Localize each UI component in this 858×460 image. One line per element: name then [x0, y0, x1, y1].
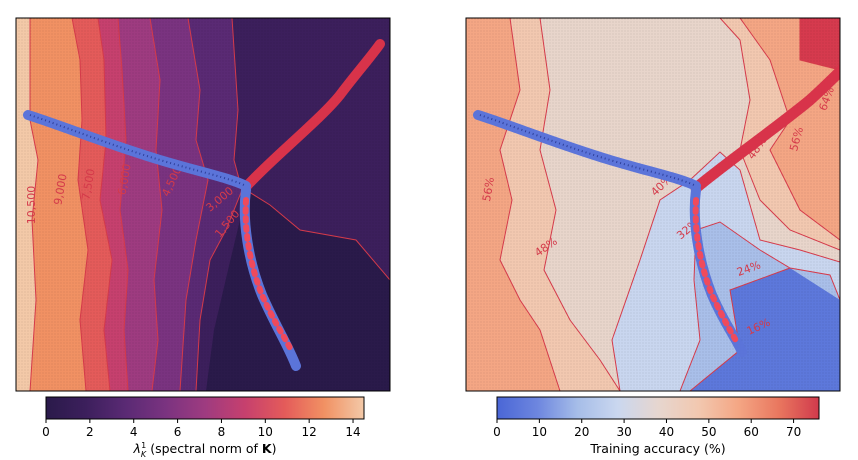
right-colorbar-tick-label: 10 [532, 425, 547, 439]
left-colorbar-tick-label: 6 [174, 425, 182, 439]
right-trajectories [473, 63, 840, 357]
left-colorbar-ticks: 0 2 4 6 8 10 12 14 [42, 419, 361, 439]
right-colorbar-tick-label: 70 [786, 425, 801, 439]
trajectory-red-dots [242, 197, 293, 351]
left-colorbar-tick-label: 8 [218, 425, 226, 439]
acc-contour-1 [499, 18, 561, 391]
contour-line-2 [71, 18, 89, 391]
trajectory-blue-upper-right [473, 110, 701, 191]
contour-label-9000: 9,000 [51, 173, 69, 206]
trajectory-blue-upper [23, 110, 251, 191]
trajectory-red-right [690, 63, 840, 194]
contour-line-3 [97, 18, 113, 391]
right-panel: 56% 48% 40% 32% 24% 16% 48% 56% 64% [465, 17, 841, 392]
acc-contour-2 [539, 18, 621, 391]
right-contour-fill: 56% 48% 40% 32% 24% 16% 48% 56% 64% [466, 18, 840, 391]
left-colorbar-tick-label: 12 [302, 425, 317, 439]
right-axes-frame [465, 17, 841, 392]
contour-line-4 [117, 18, 129, 391]
left-colorbar-tick-label: 10 [258, 425, 273, 439]
contour-line-8 [245, 189, 390, 281]
left-colorbar-label: λK1 (spectral norm of K) [133, 441, 277, 459]
contour-line-5 [149, 18, 163, 391]
trajectory-red-dots-right [692, 197, 741, 347]
left-colorbar-bar [45, 396, 365, 420]
left-contour-fill: 10,500 9,000 7,500 6,000 4,500 3,000 1,5… [16, 18, 390, 391]
right-colorbar-tick-label: 50 [701, 425, 716, 439]
right-stipple [466, 18, 840, 391]
contour-label-7500: 7,500 [79, 168, 97, 201]
right-colorbar-tick-label: 30 [616, 425, 631, 439]
acc-contour-8 [799, 18, 840, 71]
left-colorbar-tick-label: 2 [86, 425, 94, 439]
contour-line-7 [195, 18, 243, 391]
left-trajectories [23, 39, 385, 371]
contour-line-6 [179, 18, 209, 391]
left-panel: 10,500 9,000 7,500 6,000 4,500 3,000 1,5… [15, 17, 391, 392]
right-colorbar: 0 10 20 30 40 50 60 70 Training accuracy (%) [493, 396, 820, 456]
acc-label-56-right: 56% [787, 126, 806, 153]
right-colorbar-bar [496, 396, 820, 420]
trajectory-red [241, 39, 385, 192]
acc-contour-5 [611, 151, 840, 391]
contour-line-1 [29, 18, 39, 391]
right-colorbar-ticks: 0 10 20 30 40 50 60 70 [493, 419, 801, 439]
acc-contour-3 [739, 18, 840, 241]
left-colorbar-tick-label: 0 [42, 425, 50, 439]
acc-label-56-left: 56% [480, 176, 497, 202]
acc-contour-6 [679, 221, 840, 391]
right-colorbar-label: Training accuracy (%) [589, 441, 725, 456]
acc-contour-7 [689, 267, 791, 391]
right-colorbar-tick-label: 0 [493, 425, 501, 439]
left-colorbar-tick-label: 14 [345, 425, 360, 439]
left-colorbar-tick-label: 4 [130, 425, 138, 439]
right-colorbar-tick-label: 60 [744, 425, 759, 439]
contour-label-6000: 6,000 [115, 163, 133, 196]
right-colorbar-tick-label: 40 [659, 425, 674, 439]
right-contour-lines [499, 18, 840, 391]
contour-label-10500: 10,500 [25, 186, 38, 225]
left-colorbar: 0 2 4 6 8 10 12 14 λK1 (spectral norm of K) [42, 396, 365, 459]
left-contour-lines [29, 18, 390, 391]
right-colorbar-tick-label: 20 [574, 425, 589, 439]
left-axes-frame [15, 17, 391, 392]
